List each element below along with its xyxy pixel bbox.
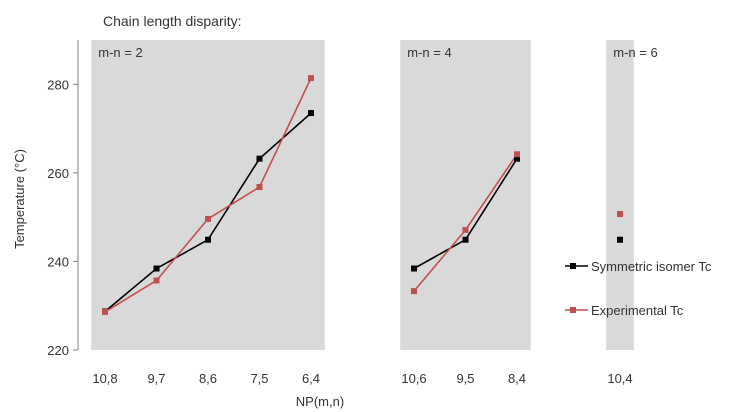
legend-label-1: Symmetric isomer Tc bbox=[591, 259, 712, 274]
x-axis-label: NP(m,n) bbox=[296, 394, 344, 409]
series-point-1 bbox=[153, 265, 160, 272]
series-point-1 bbox=[205, 236, 211, 243]
x-tick-label: 9,7 bbox=[147, 371, 165, 386]
series-point-2 bbox=[514, 151, 520, 158]
panels-layer bbox=[91, 40, 634, 350]
panel-background-1 bbox=[91, 40, 325, 350]
series-point-2 bbox=[256, 184, 263, 191]
legend-marker-2 bbox=[570, 307, 576, 313]
legend-marker-1 bbox=[570, 263, 576, 269]
x-tick-label: 8,4 bbox=[508, 371, 526, 386]
series-point-2 bbox=[308, 75, 314, 82]
y-tick-label: 240 bbox=[47, 254, 69, 269]
series-point-2 bbox=[153, 277, 160, 284]
panel-label-1: m-n = 2 bbox=[98, 45, 142, 60]
x-tick-label: 10,8 bbox=[92, 371, 117, 386]
x-tick-label: 6,4 bbox=[302, 371, 320, 386]
series-point-2 bbox=[102, 308, 108, 315]
panel-background-2 bbox=[400, 40, 531, 350]
series-point-1 bbox=[514, 155, 520, 162]
series-point-2 bbox=[462, 226, 469, 233]
x-tick-label: 10,6 bbox=[401, 371, 426, 386]
y-tick-label: 220 bbox=[47, 343, 69, 358]
labels-layer: m-n = 2 10,8 9,7 8,6 7,5 6,4 m-n = 4 10,6 9,5 8,4… bbox=[47, 45, 657, 386]
series-point-1 bbox=[308, 110, 314, 117]
legend-label-2: Experimental Tc bbox=[591, 303, 684, 318]
axes-layer bbox=[73, 40, 79, 351]
series-point-2 bbox=[411, 288, 417, 295]
panel-label-2: m-n = 4 bbox=[407, 45, 451, 60]
series-point-2 bbox=[205, 215, 211, 222]
panel-label-3: m-n = 6 bbox=[613, 45, 657, 60]
x-tick-label: 10,4 bbox=[607, 371, 632, 386]
y-axis-label: Temperature (°C) bbox=[12, 149, 27, 249]
series-point-2 bbox=[617, 211, 623, 218]
y-tick-label: 280 bbox=[47, 77, 69, 92]
series-point-1 bbox=[411, 265, 417, 272]
panel-background-3 bbox=[606, 40, 634, 350]
series-point-1 bbox=[617, 236, 623, 243]
legend: Symmetric isomer Tc Experimental Tc bbox=[565, 259, 712, 318]
y-tick-label: 260 bbox=[47, 166, 69, 181]
series-point-1 bbox=[256, 155, 263, 162]
chart-title: Chain length disparity: bbox=[103, 13, 242, 29]
series-markers-layer bbox=[102, 75, 623, 315]
x-tick-label: 7,5 bbox=[250, 371, 268, 386]
x-tick-label: 9,5 bbox=[456, 371, 474, 386]
series-point-1 bbox=[462, 236, 469, 243]
x-tick-label: 8,6 bbox=[199, 371, 217, 386]
